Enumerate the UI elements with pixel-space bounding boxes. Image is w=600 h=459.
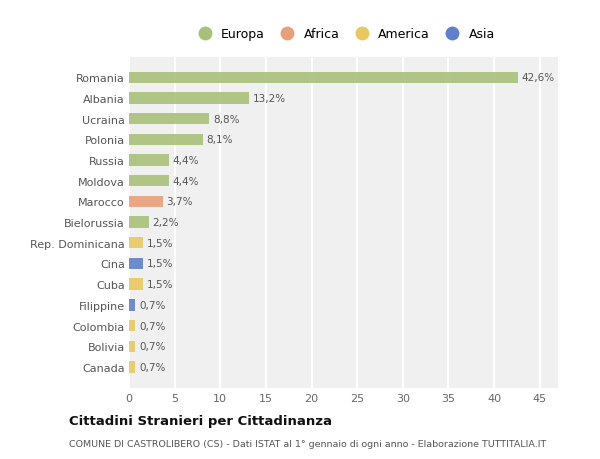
Text: COMUNE DI CASTROLIBERO (CS) - Dati ISTAT al 1° gennaio di ogni anno - Elaborazio: COMUNE DI CASTROLIBERO (CS) - Dati ISTAT… bbox=[69, 439, 546, 448]
Text: 1,5%: 1,5% bbox=[146, 238, 173, 248]
Bar bbox=[129, 196, 163, 207]
Bar bbox=[129, 362, 136, 373]
Text: 4,4%: 4,4% bbox=[173, 156, 199, 166]
Bar bbox=[129, 300, 136, 311]
Bar bbox=[129, 93, 250, 104]
Text: 1,5%: 1,5% bbox=[146, 259, 173, 269]
Text: Cittadini Stranieri per Cittadinanza: Cittadini Stranieri per Cittadinanza bbox=[69, 414, 332, 428]
Bar bbox=[129, 155, 169, 166]
Bar bbox=[129, 73, 518, 84]
Text: 4,4%: 4,4% bbox=[173, 176, 199, 186]
Text: 0,7%: 0,7% bbox=[139, 321, 166, 331]
Text: 8,1%: 8,1% bbox=[206, 135, 233, 145]
Bar bbox=[129, 238, 143, 249]
Text: 3,7%: 3,7% bbox=[166, 197, 193, 207]
Bar bbox=[129, 176, 169, 187]
Legend: Europa, Africa, America, Asia: Europa, Africa, America, Asia bbox=[190, 26, 497, 44]
Text: 8,8%: 8,8% bbox=[213, 114, 239, 124]
Text: 2,2%: 2,2% bbox=[153, 218, 179, 228]
Bar bbox=[129, 217, 149, 228]
Text: 13,2%: 13,2% bbox=[253, 94, 286, 104]
Text: 1,5%: 1,5% bbox=[146, 280, 173, 290]
Text: 0,7%: 0,7% bbox=[139, 341, 166, 352]
Bar bbox=[129, 134, 203, 146]
Bar bbox=[129, 341, 136, 352]
Bar bbox=[129, 114, 209, 125]
Bar bbox=[129, 258, 143, 269]
Bar bbox=[129, 279, 143, 290]
Bar bbox=[129, 320, 136, 331]
Text: 0,7%: 0,7% bbox=[139, 362, 166, 372]
Text: 42,6%: 42,6% bbox=[521, 73, 554, 83]
Text: 0,7%: 0,7% bbox=[139, 300, 166, 310]
